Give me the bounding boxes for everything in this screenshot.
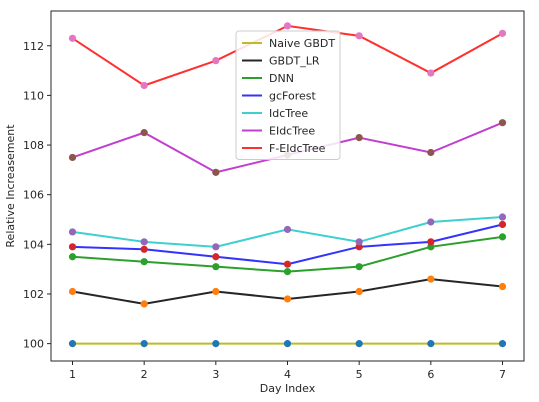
data-point	[355, 263, 363, 271]
y-tick-label: 110	[23, 89, 44, 102]
series-2	[68, 233, 507, 276]
data-point	[355, 238, 363, 246]
series-4	[68, 213, 507, 251]
x-tick-label: 1	[69, 368, 76, 381]
data-point	[212, 243, 220, 251]
legend-label: F-EIdcTree	[269, 142, 326, 155]
y-tick-label: 102	[23, 288, 44, 301]
data-point	[140, 258, 148, 266]
data-point	[355, 133, 363, 142]
data-point	[283, 225, 292, 234]
legend-label: EIdcTree	[269, 125, 315, 138]
legend: Naive GBDT GBDT_LR DNN gcForest IdcTree EIdcT…	[235, 30, 341, 160]
data-point	[212, 168, 220, 176]
data-point	[427, 340, 435, 348]
legend-label: gcForest	[269, 90, 316, 103]
ticks-layer: 1 2 3 4 5 6 7 100 102 104 106 108 110 112	[23, 40, 506, 381]
legend-label: IdcTree	[269, 107, 308, 120]
x-tick-label: 3	[212, 368, 219, 381]
y-tick-label: 106	[23, 189, 44, 202]
data-point	[355, 243, 363, 251]
data-point	[140, 340, 148, 348]
data-point	[283, 260, 292, 268]
legend-box	[235, 30, 341, 160]
legend-label: GBDT_LR	[269, 55, 320, 68]
data-point	[212, 287, 220, 296]
data-point	[140, 81, 148, 90]
x-tick-label: 7	[499, 368, 506, 381]
x-tick-label: 5	[356, 368, 363, 381]
x-tick-label: 4	[284, 368, 291, 381]
legend-label: DNN	[269, 72, 294, 85]
data-point	[427, 275, 435, 283]
data-point	[498, 119, 507, 127]
data-point	[498, 29, 507, 37]
data-point	[140, 129, 148, 137]
data-point	[140, 238, 148, 246]
series-0	[68, 340, 507, 348]
data-point	[68, 253, 77, 261]
data-point	[212, 340, 220, 348]
y-tick-label: 100	[23, 338, 44, 351]
data-point	[68, 287, 77, 296]
data-point	[427, 238, 435, 246]
legend-label: Naive GBDT	[269, 37, 335, 50]
y-axis-label: Relative Increasement	[4, 124, 17, 248]
x-axis-label: Day Index	[260, 382, 316, 395]
y-tick-label: 104	[23, 238, 44, 251]
data-point	[498, 213, 507, 221]
data-point	[283, 295, 292, 303]
x-tick-label: 2	[141, 368, 148, 381]
data-point	[498, 340, 507, 348]
data-point	[68, 243, 77, 251]
data-point	[212, 263, 220, 271]
data-point	[68, 228, 77, 236]
data-point	[283, 340, 292, 348]
data-point	[355, 287, 363, 296]
data-point	[212, 253, 220, 261]
series-6	[68, 22, 507, 90]
data-point	[355, 32, 363, 40]
x-tick-label: 6	[427, 368, 434, 381]
y-tick-label: 108	[23, 139, 44, 152]
data-point	[498, 220, 507, 229]
data-point	[427, 218, 435, 226]
data-point	[140, 245, 148, 253]
plot-frame	[50, 10, 525, 362]
data-point	[427, 148, 435, 157]
data-point	[283, 22, 292, 30]
data-point	[427, 243, 435, 251]
data-point	[140, 300, 148, 308]
series-3	[68, 220, 507, 268]
data-point	[283, 268, 292, 276]
data-point	[498, 282, 507, 291]
data-point	[68, 34, 77, 42]
data-point	[68, 340, 77, 348]
y-tick-label: 112	[23, 40, 44, 53]
series-1	[68, 275, 507, 308]
data-point	[427, 69, 435, 77]
series-layer	[68, 22, 507, 348]
data-point	[498, 233, 507, 241]
data-point	[68, 153, 77, 162]
data-point	[355, 340, 363, 348]
data-point	[212, 57, 220, 65]
